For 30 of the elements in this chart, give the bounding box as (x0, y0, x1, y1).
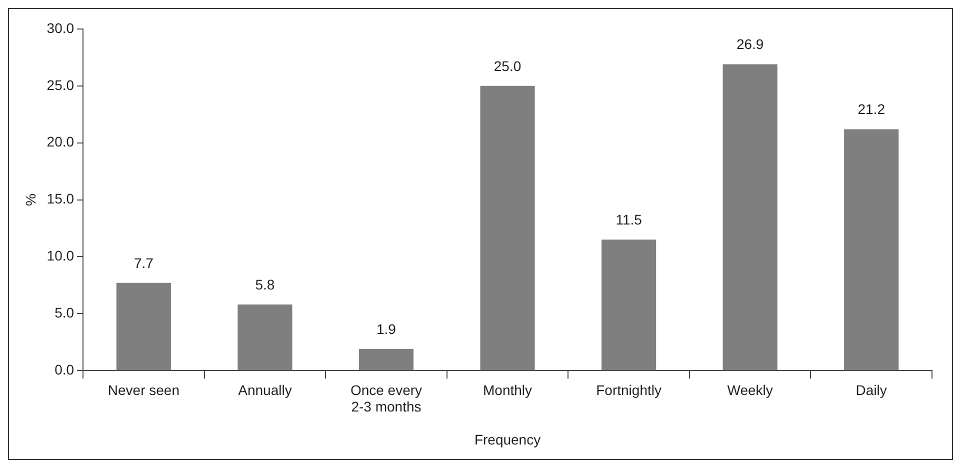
x-tick-label: Weekly (727, 382, 773, 398)
y-tick-label: 20.0 (46, 134, 74, 150)
bar (480, 86, 535, 370)
bar (116, 282, 171, 370)
y-tick-label: 15.0 (46, 190, 74, 207)
x-tick-label: Monthly (483, 382, 532, 398)
y-tick-label: 10.0 (46, 248, 74, 264)
y-tick-label: 30.0 (46, 20, 74, 36)
data-label: 21.2 (858, 101, 886, 118)
x-tick-label: Once every 2-3 months (350, 382, 422, 415)
data-label: 1.9 (376, 320, 396, 337)
data-label: 5.8 (255, 276, 275, 292)
x-axis-title: Frequency (474, 431, 541, 448)
bar (844, 129, 899, 370)
y-axis-title: % (22, 194, 38, 206)
bar (602, 240, 656, 370)
x-tick-label: Fortnightly (596, 382, 662, 398)
bar (358, 348, 414, 370)
data-label: 11.5 (616, 212, 642, 228)
x-tick-label: Never seen (108, 382, 180, 398)
y-tick-label: 0.0 (54, 361, 74, 378)
bar (238, 304, 292, 370)
x-tick-label: Annually (238, 382, 292, 398)
x-tick-label: Daily (856, 382, 887, 398)
data-label: 7.7 (134, 254, 154, 271)
bar (722, 64, 778, 370)
y-tick-label: 25.0 (46, 76, 74, 93)
data-label: 26.9 (736, 36, 764, 52)
data-label: 25.0 (494, 58, 522, 74)
y-tick-label: 5.0 (54, 304, 74, 321)
